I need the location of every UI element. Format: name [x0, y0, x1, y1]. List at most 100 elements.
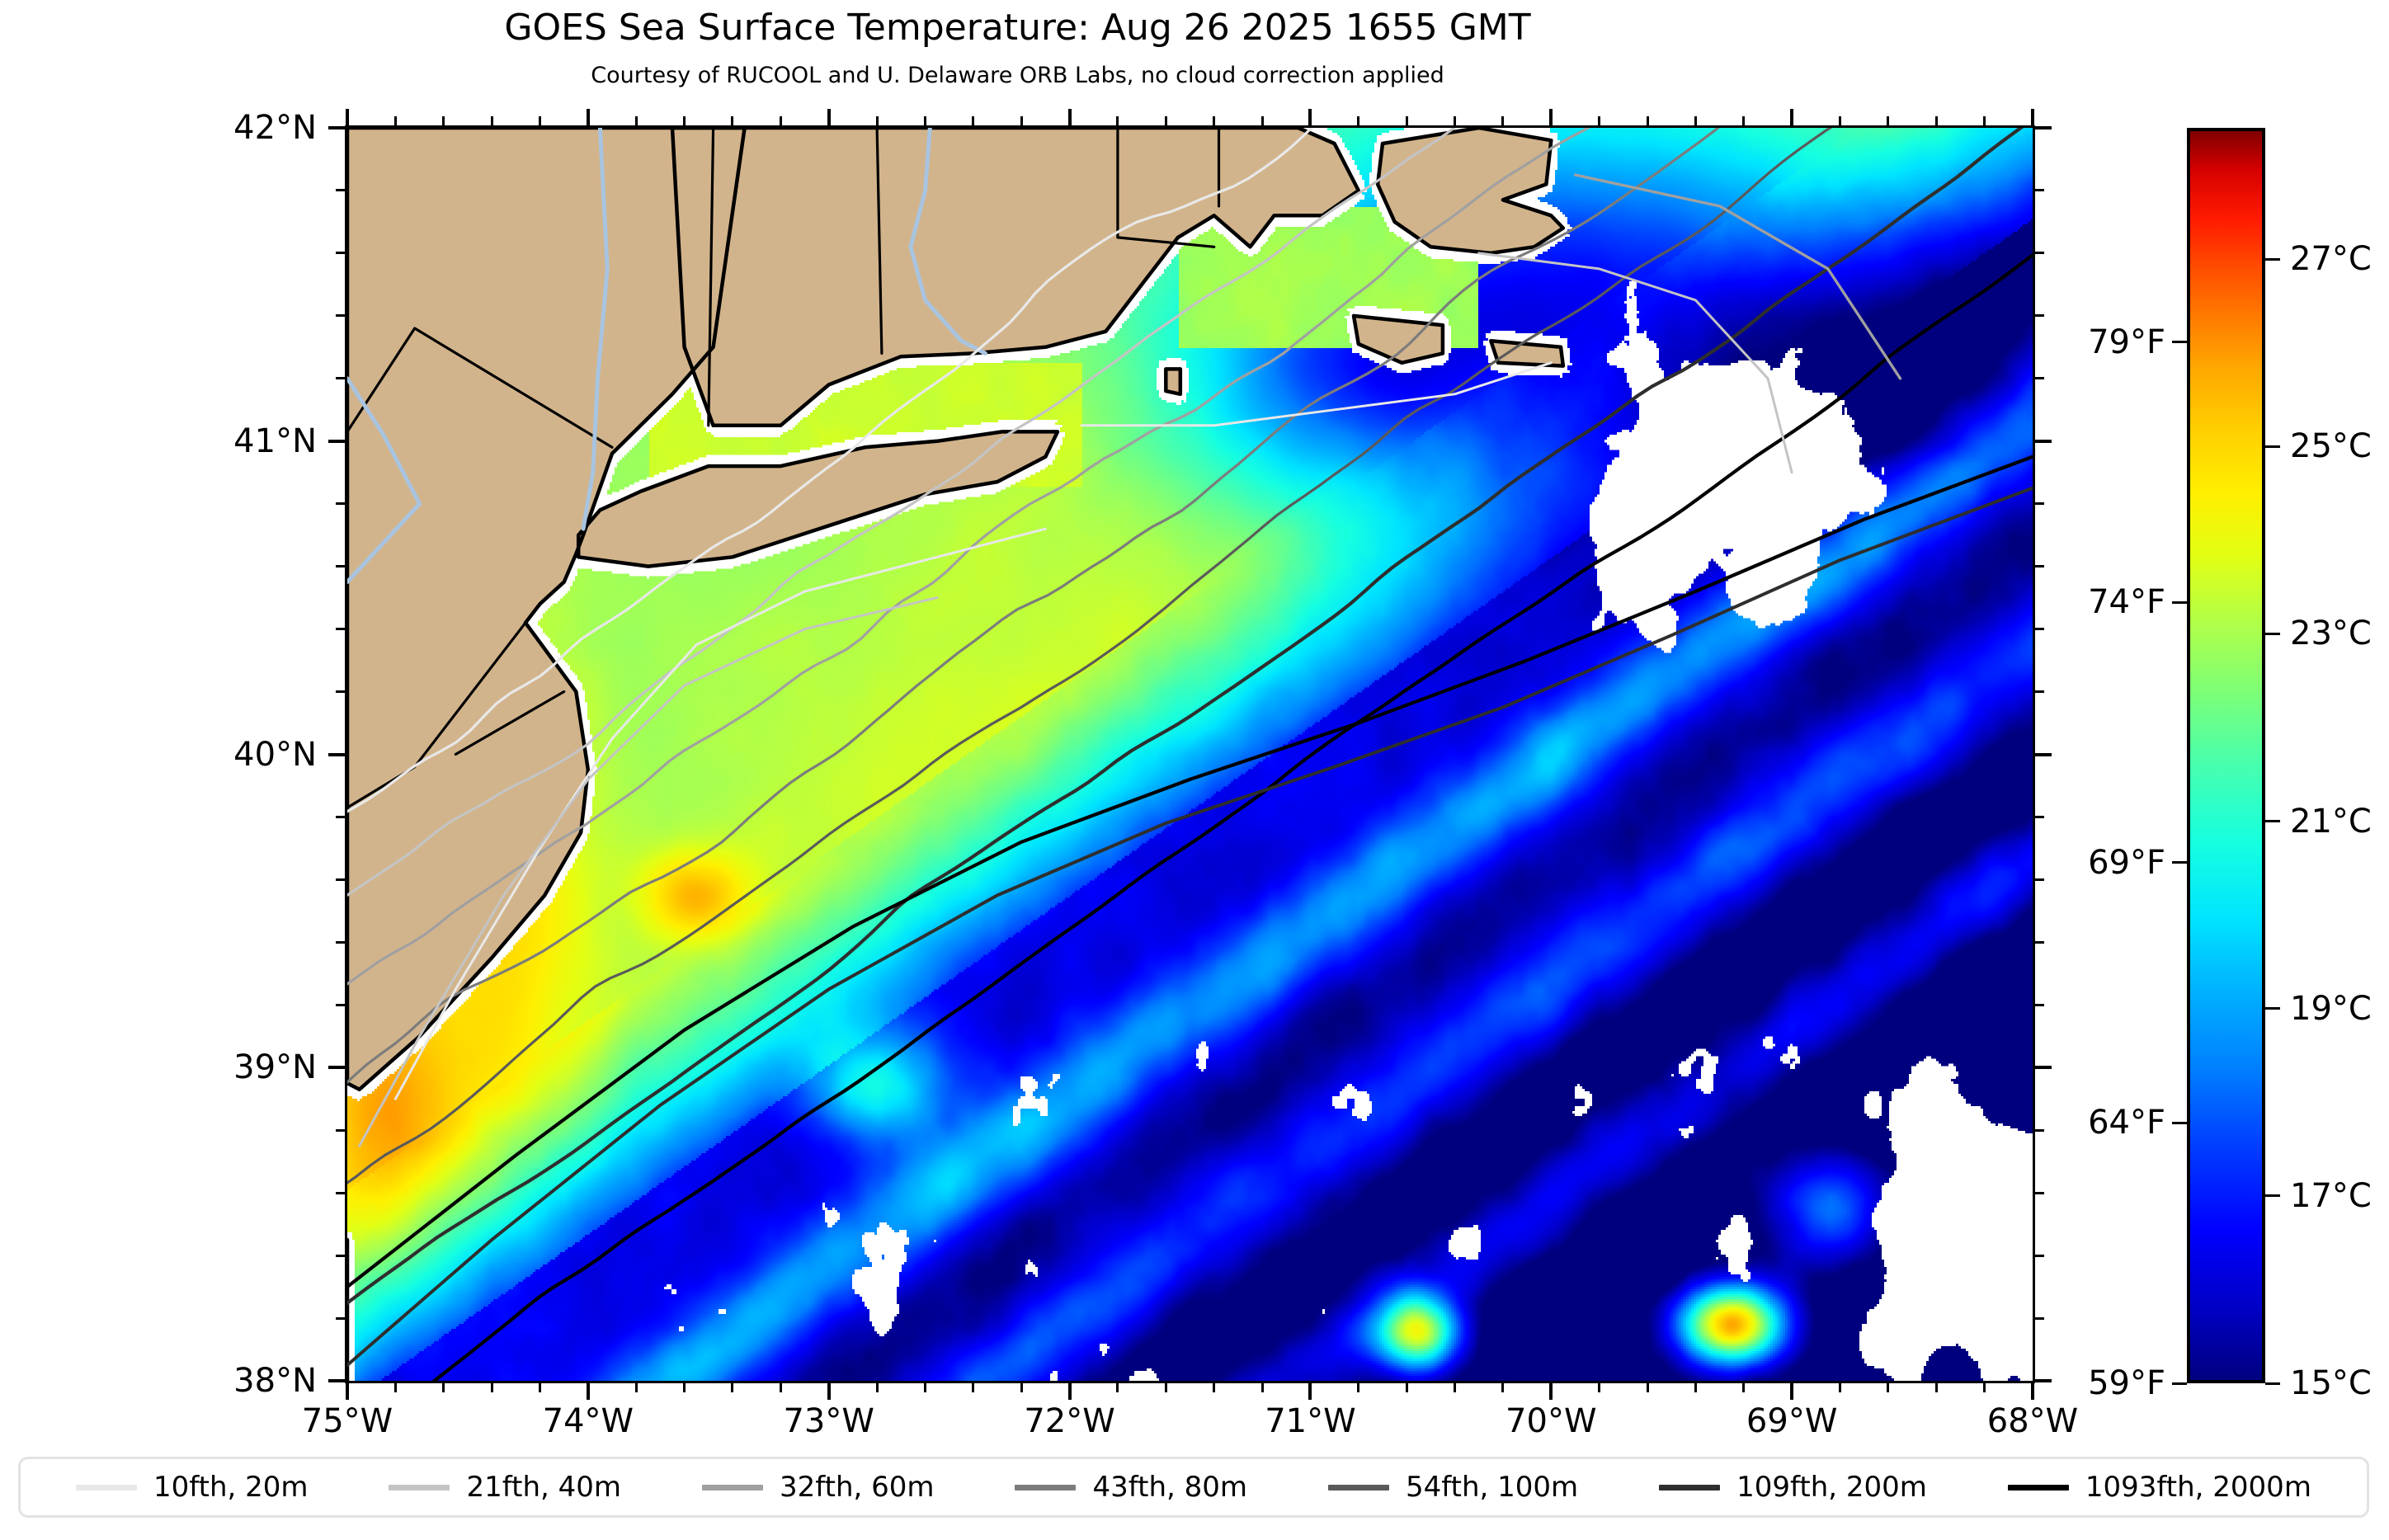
y-axis-tick-major-2 [328, 752, 345, 756]
state-border-1 [707, 128, 715, 427]
x-axis-tick-minor-3-4 [1260, 1383, 1264, 1392]
y-axis-tick-minor-2-2 [336, 878, 345, 881]
y-axis-right-tick-major-2 [2035, 752, 2052, 756]
x-axis-tick-minor-4-4 [1501, 1383, 1505, 1392]
x-axis-label-5: 70°W [1505, 1402, 1597, 1440]
legend-item-label: 10fth, 20m [153, 1471, 309, 1504]
x-axis-label-7: 68°W [1986, 1402, 2079, 1440]
state-border-5 [347, 621, 527, 809]
x-axis-label-3: 72°W [1024, 1402, 1115, 1440]
depth-contour-swatch-icon [2007, 1484, 2069, 1491]
x-axis-tick-minor-1-2 [683, 1383, 686, 1392]
x-axis-tick-major-6 [1790, 1383, 1794, 1400]
x-axis-tick-major-3 [1067, 1383, 1072, 1400]
y-axis-tick-minor-3-3 [336, 1254, 345, 1257]
river-1 [581, 128, 610, 531]
coastline-5 [1489, 338, 1566, 368]
x-axis-tick-minor-0-2 [442, 1383, 445, 1392]
legend-item-80m[interactable]: 43fth, 80m [1015, 1471, 1247, 1504]
colorbar-tick-celsius-5 [2265, 1194, 2280, 1198]
y-axis-tick-minor-3-4 [336, 1316, 345, 1320]
x-axis-tick-minor-6-1 [1839, 1383, 1841, 1392]
x-axis-tick-minor-0-4 [538, 1383, 541, 1392]
y-axis-tick-major-3 [328, 1066, 345, 1070]
y-axis-tick-minor-3-1 [336, 1128, 345, 1132]
bathymetry-contour-2000m [431, 252, 2033, 1381]
colorbar-label-celsius-0: 27°C [2290, 240, 2372, 278]
colorbar-tick-celsius-0 [2265, 257, 2280, 261]
y-axis-right-tick-major-0 [2035, 126, 2052, 130]
x-axis-tick-major-1 [586, 1383, 590, 1400]
colorbar-tick-fahrenheit-2 [2172, 861, 2187, 864]
colorbar [2187, 128, 2265, 1383]
legend-item-label: 54fth, 100m [1405, 1471, 1579, 1504]
legend-item-2000m[interactable]: 1093fth, 2000m [2007, 1471, 2311, 1504]
x-axis-tick-minor-4-1 [1357, 1383, 1360, 1392]
sst-raster [347, 128, 2033, 1381]
legend-item-60m[interactable]: 32fth, 60m [701, 1471, 935, 1504]
coastline-6 [1164, 367, 1183, 397]
x-axis-tick-major-5 [1549, 1383, 1553, 1400]
y-axis-right-tick-major-4 [2035, 1379, 2052, 1382]
bathymetry-legend: 10fth, 20m 21fth, 40m 32fth, 60m 43fth, 80m… [18, 1457, 2369, 1518]
colorbar-label-celsius-5: 17°C [2290, 1176, 2372, 1215]
x-axis-top-tick-minor-0-1 [393, 116, 397, 125]
y-axis-right-tick-minor-2-2 [2035, 878, 2044, 881]
y-axis-label-2: 40°N [233, 735, 317, 774]
depth-contour-swatch-icon [389, 1484, 450, 1491]
y-axis-tick-major-4 [328, 1379, 345, 1382]
bathymetry-contour-extra-3 [1477, 252, 1793, 474]
y-axis-right-tick-minor-1-2 [2035, 565, 2044, 568]
legend-item-20m[interactable]: 10fth, 20m [75, 1471, 309, 1504]
legend-item-40m[interactable]: 21fth, 40m [389, 1471, 621, 1504]
y-axis-right-tick-minor-2-3 [2035, 940, 2044, 944]
bathymetry-contour-extra-1 [358, 596, 939, 1147]
x-axis-top-tick-minor-1-2 [683, 116, 686, 125]
colorbar-label-celsius-1: 25°C [2290, 427, 2372, 466]
y-axis-label-0: 42°N [233, 109, 317, 147]
depth-contour-swatch-icon [1015, 1484, 1077, 1491]
state-border-2 [875, 128, 884, 355]
y-axis-right-tick-major-3 [2035, 1066, 2052, 1070]
legend-item-label: 32fth, 60m [779, 1471, 935, 1504]
x-axis-top-tick-minor-5-1 [1598, 116, 1601, 125]
x-axis-tick-minor-1-3 [731, 1383, 734, 1392]
colorbar-label-fahrenheit-1: 74°F [2088, 583, 2165, 622]
colorbar-tick-celsius-3 [2265, 820, 2280, 822]
depth-contour-swatch-icon [75, 1484, 137, 1491]
y-axis-right-tick-minor-1-1 [2035, 502, 2044, 506]
x-axis-top-tick-minor-1-3 [731, 116, 734, 125]
y-axis-tick-minor-0-2 [336, 252, 345, 255]
map-vector-overlay [347, 128, 2033, 1381]
x-axis-top-tick-minor-3-2 [1164, 116, 1167, 125]
page-title: GOES Sea Surface Temperature: Aug 26 202… [504, 7, 1531, 49]
y-axis-right-tick-minor-0-1 [2035, 189, 2044, 192]
y-axis-right-tick-minor-0-2 [2035, 252, 2044, 255]
x-axis-tick-minor-1-1 [634, 1383, 638, 1392]
y-axis-label-3: 39°N [233, 1048, 317, 1087]
legend-item-label: 43fth, 80m [1092, 1471, 1247, 1504]
legend-item-100m[interactable]: 54fth, 100m [1327, 1471, 1579, 1504]
y-axis-right-tick-minor-0-3 [2035, 314, 2044, 318]
sst-map[interactable] [345, 125, 2035, 1383]
y-axis-right-tick-minor-3-1 [2035, 1128, 2044, 1132]
colorbar-label-fahrenheit-4: 59°F [2088, 1364, 2165, 1402]
x-axis-top-tick-minor-0-3 [490, 116, 493, 125]
colorbar-label-celsius-3: 21°C [2290, 802, 2372, 841]
colorbar-label-fahrenheit-3: 64°F [2088, 1104, 2165, 1142]
legend-item-200m[interactable]: 109fth, 200m [1659, 1471, 1927, 1504]
coastline-3 [576, 430, 1060, 568]
x-axis-label-4: 71°W [1265, 1402, 1356, 1440]
y-axis-tick-minor-0-1 [336, 189, 345, 192]
x-axis-label-1: 74°W [542, 1402, 634, 1440]
bathymetry-contour-2000m-main [347, 454, 2033, 1289]
x-axis-top-tick-minor-6-3 [1934, 116, 1938, 125]
y-axis-right-tick-minor-1-3 [2035, 628, 2044, 631]
y-axis-tick-minor-3-2 [336, 1191, 345, 1194]
x-axis-top-tick-major-1 [586, 109, 590, 125]
bathymetry-contour-40m [347, 128, 1457, 897]
y-axis-tick-minor-1-3 [336, 628, 345, 631]
x-axis-tick-minor-4-3 [1454, 1383, 1457, 1392]
y-axis-label-4: 38°N [233, 1362, 317, 1400]
x-axis-top-tick-minor-6-4 [1983, 116, 1986, 125]
